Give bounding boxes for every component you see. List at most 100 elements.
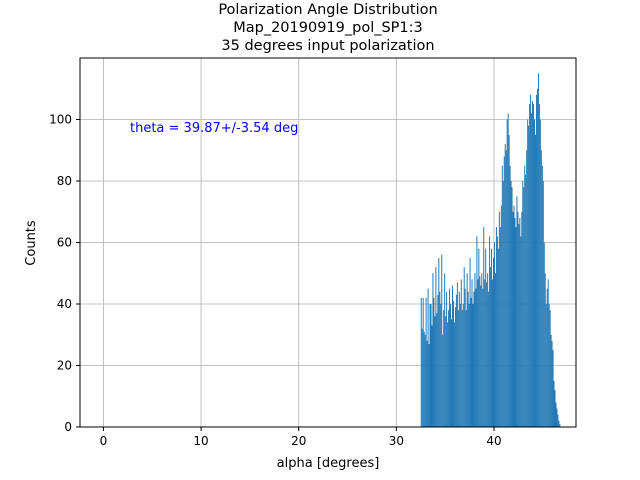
theta-annotation: theta = 39.87+/-3.54 deg — [130, 121, 298, 136]
histogram-bar — [471, 279, 473, 427]
title-line: 35 degrees input polarization — [221, 38, 434, 54]
histogram-bar — [452, 285, 453, 427]
histogram-bar — [517, 211, 519, 427]
histogram-bar — [432, 273, 434, 427]
histogram-bar — [548, 304, 550, 427]
y-tick-label: 100 — [49, 113, 72, 127]
histogram-bar — [469, 257, 471, 427]
histogram-bar — [452, 300, 454, 427]
histogram-bar — [479, 276, 481, 427]
histogram-bar — [522, 181, 524, 427]
histogram-bar — [495, 227, 497, 427]
histogram-bar — [484, 279, 486, 427]
histogram-bar — [448, 310, 450, 427]
histogram-bar — [446, 291, 448, 427]
histogram-bar — [430, 304, 432, 427]
histogram-bar — [491, 248, 493, 427]
histogram-bar — [498, 211, 500, 427]
histogram-bar — [476, 236, 478, 427]
histogram-bar — [556, 408, 558, 427]
histogram-bar — [553, 380, 555, 427]
histogram-bar — [439, 291, 441, 427]
histogram-bar — [460, 279, 462, 427]
histogram-bar — [552, 350, 554, 427]
histogram-bar — [470, 297, 472, 427]
histogram-bar — [451, 319, 452, 427]
histogram-bar — [427, 288, 429, 427]
histogram-bar — [526, 150, 528, 427]
histogram-bar — [543, 242, 545, 427]
histogram-bar — [550, 334, 552, 427]
histogram-bar — [462, 304, 464, 427]
histogram-bar — [440, 304, 442, 427]
x-tick-label: 30 — [389, 434, 404, 448]
histogram-bar — [558, 420, 560, 427]
histogram-bar — [461, 310, 463, 427]
histogram-bar — [455, 294, 457, 427]
histogram-bar — [421, 328, 423, 427]
histogram-bar — [520, 236, 522, 427]
histogram-bar — [493, 242, 495, 427]
histogram-bar — [483, 227, 485, 427]
histogram-bar — [511, 187, 513, 427]
histogram-bar — [433, 297, 435, 427]
histogram-bar — [525, 174, 527, 427]
histogram-bar — [466, 273, 468, 427]
histogram-bar — [424, 334, 426, 427]
histogram-bar — [518, 224, 520, 427]
histogram-bar — [534, 119, 535, 427]
histogram-bar — [457, 310, 459, 427]
histogram-bar — [559, 423, 561, 427]
histogram-bar — [474, 273, 476, 427]
histogram-bar — [551, 340, 553, 427]
y-tick-label: 0 — [64, 420, 72, 434]
histogram-bar — [493, 257, 494, 427]
histogram-bar — [426, 340, 428, 427]
histogram-bar — [531, 113, 533, 427]
histogram-bar — [554, 390, 556, 427]
histogram-bar — [547, 279, 549, 427]
histogram-bar — [500, 205, 502, 427]
histogram-bar — [435, 267, 437, 427]
histogram-bar — [496, 236, 498, 427]
histogram-bar — [529, 104, 531, 427]
histogram-bar — [481, 273, 483, 427]
histogram-bar — [497, 248, 499, 427]
histogram-bar — [516, 196, 518, 427]
histogram-bar — [454, 307, 456, 427]
histogram-bar — [505, 150, 507, 427]
x-axis-label: alpha [degrees] — [277, 456, 380, 471]
x-tick-label: 20 — [291, 434, 306, 448]
histogram-bar — [477, 279, 479, 427]
histogram-bar — [515, 227, 517, 427]
histogram-bar — [542, 181, 544, 427]
histogram-bar — [540, 150, 542, 427]
histogram-bar — [434, 316, 436, 427]
histogram-bar — [530, 94, 532, 428]
histogram-bar — [557, 414, 559, 427]
histogram-bar — [485, 248, 487, 427]
histogram-bar — [509, 165, 511, 427]
histogram-bar — [472, 304, 474, 427]
histogram-bar — [487, 273, 489, 427]
histogram-bar — [459, 304, 461, 427]
histogram-bar — [442, 334, 444, 427]
histogram-bar — [544, 273, 546, 427]
histogram-bar — [436, 313, 438, 427]
histogram-bar — [507, 113, 509, 427]
histogram-bar — [494, 273, 496, 427]
histogram-bar — [502, 181, 504, 427]
y-tick-label: 20 — [57, 359, 72, 373]
histogram-bar — [541, 165, 543, 427]
histogram-bar — [473, 291, 475, 427]
x-tick-label: 0 — [100, 434, 108, 448]
histogram-bar — [444, 273, 446, 427]
histogram-bar — [521, 211, 523, 427]
histogram-bar — [508, 134, 510, 427]
histogram-bar — [535, 94, 537, 428]
histogram-bar — [534, 134, 536, 427]
histogram-bar — [480, 285, 482, 427]
histogram-bar — [501, 165, 503, 427]
histogram-bar — [486, 282, 488, 427]
histogram-bar — [467, 291, 469, 427]
